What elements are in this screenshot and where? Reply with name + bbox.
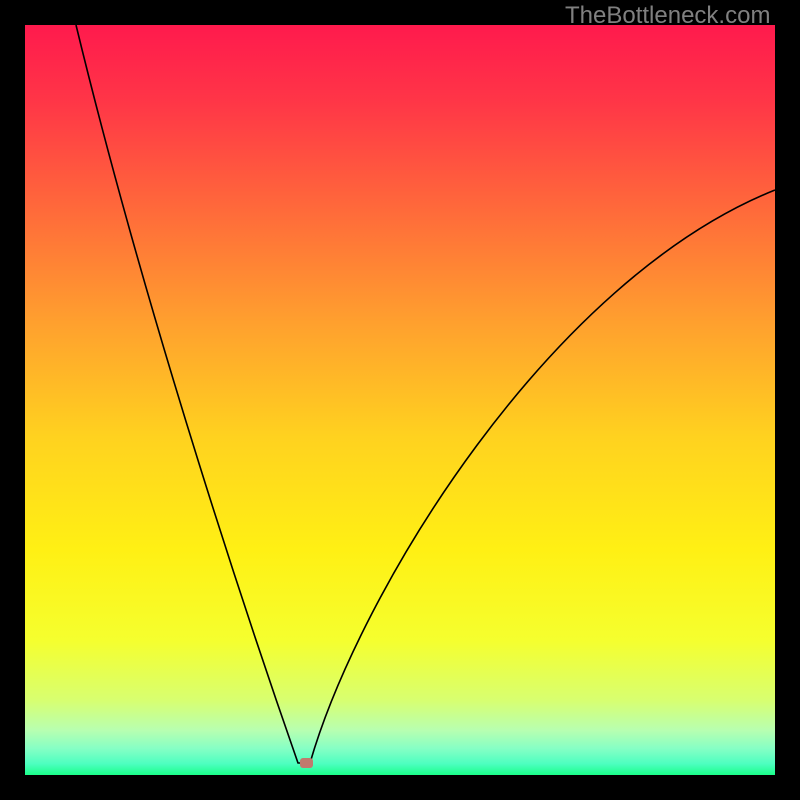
bottleneck-marker	[300, 758, 313, 768]
watermark-text: TheBottleneck.com	[565, 2, 770, 30]
bottleneck-chart	[0, 0, 800, 800]
gradient-background	[25, 25, 775, 775]
